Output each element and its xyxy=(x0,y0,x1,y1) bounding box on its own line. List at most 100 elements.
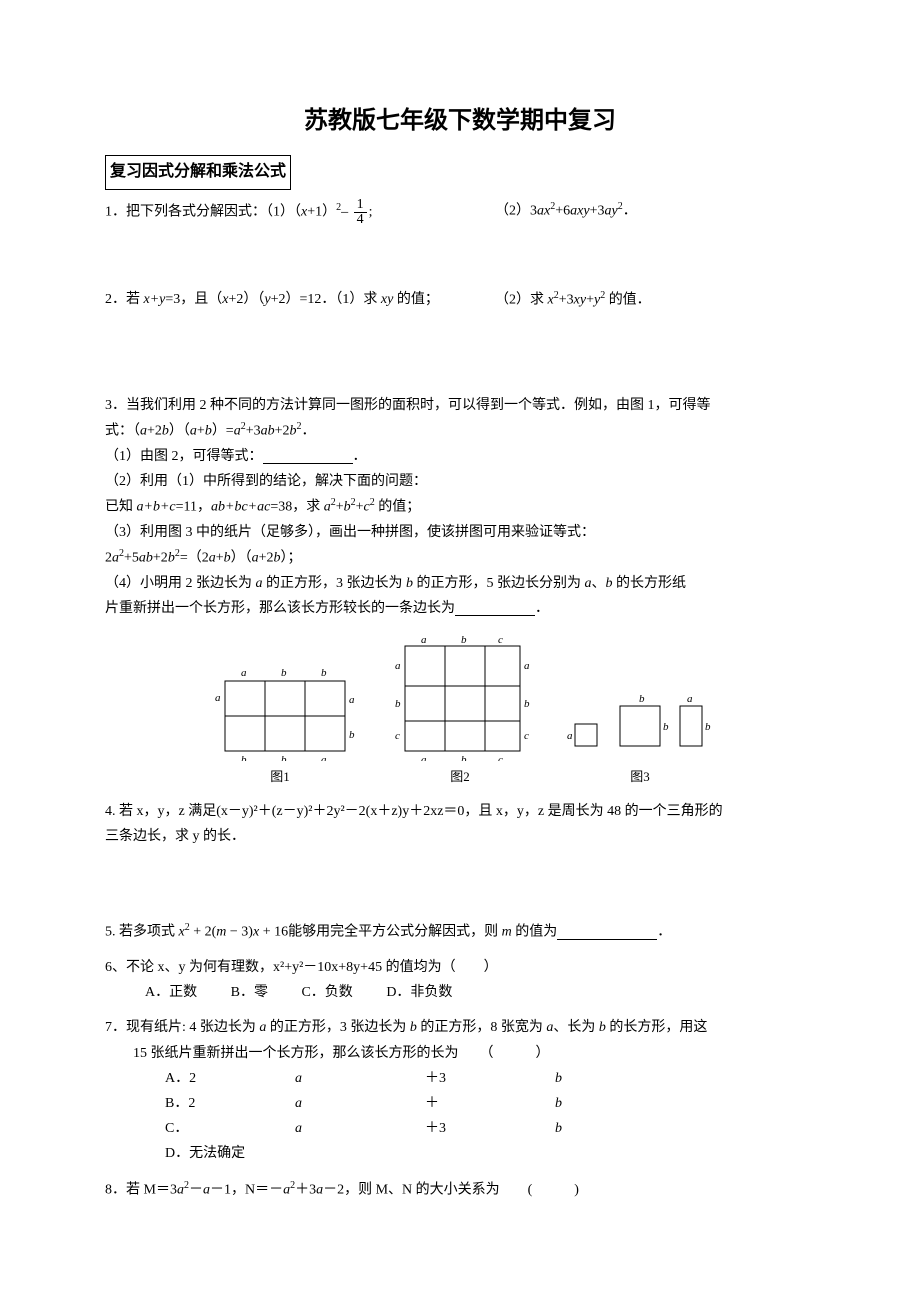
svg-text:a: a xyxy=(241,667,247,679)
text: +2 xyxy=(147,424,162,439)
text: 6、不论 x、y 为何有理数，x²+y²－10x+8y+45 的值均为（ ） xyxy=(105,960,498,975)
text: ． xyxy=(302,424,316,439)
text: ． xyxy=(353,449,367,464)
problem-5: 5. 若多项式 x2 + 2(m − 3)x + 16能够用完全平方公式分解因式… xyxy=(105,919,815,945)
option-c: C．a＋3b xyxy=(165,1116,685,1141)
svg-text:b: b xyxy=(241,754,247,761)
text: +3 xyxy=(559,293,574,308)
text: − 3) xyxy=(226,925,253,940)
text: +2 xyxy=(153,551,168,566)
svg-text:a: a xyxy=(687,693,693,705)
text: a xyxy=(252,551,259,566)
text: =（2 xyxy=(180,551,209,566)
text: ay xyxy=(604,204,617,219)
text: a+b+c xyxy=(137,500,176,515)
text: －2，则 M、N 的大小关系为 ( ) xyxy=(323,1182,579,1197)
text: 、 xyxy=(592,576,606,591)
text: ; xyxy=(369,205,373,220)
text: a xyxy=(585,576,592,591)
svg-text:b: b xyxy=(321,667,327,679)
text: a xyxy=(324,500,331,515)
text: =38，求 xyxy=(270,500,323,515)
svg-text:b: b xyxy=(524,698,530,710)
text: b xyxy=(162,424,169,439)
option-b: B．2a＋b xyxy=(165,1091,685,1116)
text: 3．当我们利用 2 种不同的方法计算同一图形的面积时，可以得到一个等式．例如，由… xyxy=(105,398,711,413)
fraction: 14 xyxy=(354,198,367,227)
option-b: B．零 xyxy=(231,980,268,1005)
text: + xyxy=(216,551,224,566)
text: +2 xyxy=(275,424,290,439)
text: （4）小明用 2 张边长为 xyxy=(105,576,256,591)
text: a xyxy=(177,1182,184,1197)
text: 的正方形，8 张宽为 xyxy=(417,1020,547,1035)
text: a xyxy=(203,1182,210,1197)
text: a xyxy=(209,551,216,566)
svg-text:c: c xyxy=(524,730,529,742)
text: b xyxy=(274,551,281,566)
figure-1: a b b a a b b b a 图1 xyxy=(205,661,355,788)
text: + xyxy=(586,293,594,308)
blank xyxy=(455,602,535,616)
text: b xyxy=(344,500,351,515)
text: （2）利用（1）中所得到的结论，解决下面的问题： xyxy=(105,474,427,489)
text: +2）=12．（1）求 xyxy=(271,292,381,307)
svg-text:a: a xyxy=(321,754,327,761)
text: 8．若 M＝3 xyxy=(105,1182,177,1197)
text: 2 xyxy=(105,551,112,566)
svg-text:c: c xyxy=(395,730,400,742)
text: ab+bc+ac xyxy=(211,500,270,515)
svg-text:b: b xyxy=(705,721,711,733)
text: 的值为 xyxy=(512,925,558,940)
text: 的正方形，3 张边长为 xyxy=(266,1020,410,1035)
text: （3）利用图 3 中的纸片（足够多），画出一种拼图，使该拼图可用来验证等式： xyxy=(105,525,595,540)
text: 的值． xyxy=(605,293,651,308)
svg-text:a: a xyxy=(421,754,427,761)
svg-text:c: c xyxy=(498,754,503,761)
text: b xyxy=(168,551,175,566)
page-title: 苏教版七年级下数学期中复习 xyxy=(105,100,815,143)
text: a xyxy=(140,424,147,439)
text: 5. 若多项式 xyxy=(105,925,179,940)
figure-3: a b b a b 图3 xyxy=(565,686,715,788)
text: ＋3 xyxy=(295,1182,316,1197)
svg-text:a: a xyxy=(567,730,573,742)
text: 的值； xyxy=(393,292,439,307)
text: xy xyxy=(574,293,586,308)
text: 2．若 xyxy=(105,292,144,307)
text: +2）（ xyxy=(229,292,265,307)
text: 7．现有纸片: 4 张边长为 xyxy=(105,1020,259,1035)
svg-text:a: a xyxy=(395,660,401,672)
text: +2 xyxy=(259,551,274,566)
text: 能够用完全平方公式分解因式，则 xyxy=(288,925,502,940)
option-d: D．无法确定 xyxy=(165,1141,295,1166)
figure-2-label: 图2 xyxy=(385,765,535,788)
text: （2）3 xyxy=(495,204,537,219)
text: 的正方形，5 张边长分别为 xyxy=(413,576,585,591)
svg-text:b: b xyxy=(281,667,287,679)
text: 的值； xyxy=(375,500,421,515)
text: 、长为 xyxy=(553,1020,599,1035)
text: 的长方形，用这 xyxy=(606,1020,708,1035)
problem-2: 2．若 x+y=3，且（x+2）（y+2）=12．（1）求 xy 的值； （2）… xyxy=(105,287,815,313)
blank xyxy=(557,926,657,940)
text: ）（ xyxy=(231,551,252,566)
svg-text:b: b xyxy=(663,721,669,733)
text: 片重新拼出一个长方形，那么该长方形较长的一条边长为 xyxy=(105,601,455,616)
problem-4: 4. 若 x，y，z 满足(x－y)²＋(z－y)²＋2y²－2(x＋z)y＋2… xyxy=(105,799,815,849)
text: 的长方形纸 xyxy=(613,576,687,591)
text: 的正方形，3 张边长为 xyxy=(263,576,407,591)
text: ． xyxy=(623,204,637,219)
option-a: A．正数 xyxy=(145,980,197,1005)
text: + xyxy=(197,424,205,439)
text: x+y xyxy=(144,292,166,307)
text: =11， xyxy=(176,500,211,515)
text: xy xyxy=(381,292,393,307)
text: b xyxy=(599,1020,606,1035)
svg-text:b: b xyxy=(461,754,467,761)
text: ． xyxy=(657,925,671,940)
text: ab xyxy=(139,551,153,566)
problem-1: 1．把下列各式分解因式：（1）（x+1）2– 14; （2）3ax2+6axy+… xyxy=(105,198,815,227)
text: （2）求 xyxy=(495,293,548,308)
text: － xyxy=(189,1182,203,1197)
